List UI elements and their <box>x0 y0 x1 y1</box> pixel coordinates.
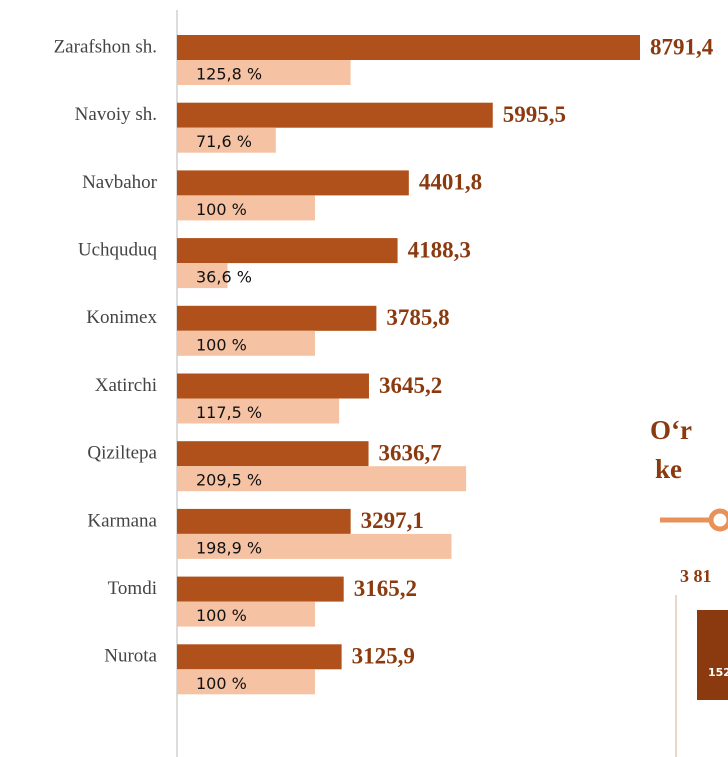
value-bar <box>177 441 369 467</box>
category-label: Navbahor <box>82 172 158 193</box>
value-bar <box>177 238 398 264</box>
percent-bar <box>177 398 340 424</box>
side-box <box>697 610 728 700</box>
percent-bar <box>177 669 315 695</box>
category-label: Qiziltepa <box>87 443 157 464</box>
percent-bar <box>177 263 228 289</box>
percent-label: 36,6 % <box>196 268 252 287</box>
percent-label: 100 % <box>196 606 247 625</box>
value-bar <box>177 508 351 534</box>
value-label: 3785,8 <box>386 305 449 330</box>
percent-label: 117,5 % <box>196 403 262 422</box>
category-label: Xatirchi <box>95 375 157 396</box>
category-label: Uchquduq <box>78 239 158 260</box>
connector-dot <box>708 508 728 532</box>
category-label: Zarafshon sh. <box>54 36 157 57</box>
category-label: Tomdi <box>108 578 157 599</box>
percent-label: 100 % <box>196 335 247 354</box>
percent-bar <box>177 195 315 221</box>
percent-bar <box>177 466 467 492</box>
category-label: Konimex <box>86 307 157 328</box>
percent-label: 125,8 % <box>196 65 262 84</box>
category-label: Navoiy sh. <box>75 104 157 125</box>
value-bar <box>177 373 369 399</box>
side-title: O‘r <box>650 415 692 445</box>
percent-bar <box>177 533 452 559</box>
value-bar <box>177 576 344 602</box>
side-value: 3 81 <box>680 566 712 586</box>
percent-bar <box>177 601 315 627</box>
side-box-label: 152 <box>708 666 728 679</box>
percent-label: 71,6 % <box>196 132 252 151</box>
percent-bar <box>177 60 351 85</box>
value-bar <box>177 170 409 196</box>
category-label: Nurota <box>104 646 157 667</box>
category-label: Karmana <box>87 510 157 531</box>
percent-bar <box>177 127 276 153</box>
value-label: 3645,2 <box>379 373 442 398</box>
value-label: 8791,4 <box>650 34 714 59</box>
percent-label: 198,9 % <box>196 538 262 557</box>
value-label: 4188,3 <box>408 237 471 262</box>
value-label: 3125,9 <box>352 644 415 669</box>
percent-label: 100 % <box>196 200 247 219</box>
value-bar <box>177 102 493 128</box>
value-label: 5995,5 <box>503 102 566 127</box>
percent-label: 100 % <box>196 674 247 693</box>
side-title: ke <box>655 454 682 484</box>
value-bar <box>177 305 377 331</box>
percent-bar <box>177 330 315 356</box>
percent-label: 209,5 % <box>196 471 262 490</box>
value-bar <box>177 644 342 670</box>
value-label: 3165,2 <box>354 576 417 601</box>
value-label: 4401,8 <box>419 170 482 195</box>
value-bar <box>177 35 640 60</box>
value-label: 3636,7 <box>379 440 442 465</box>
value-label: 3297,1 <box>361 508 424 533</box>
